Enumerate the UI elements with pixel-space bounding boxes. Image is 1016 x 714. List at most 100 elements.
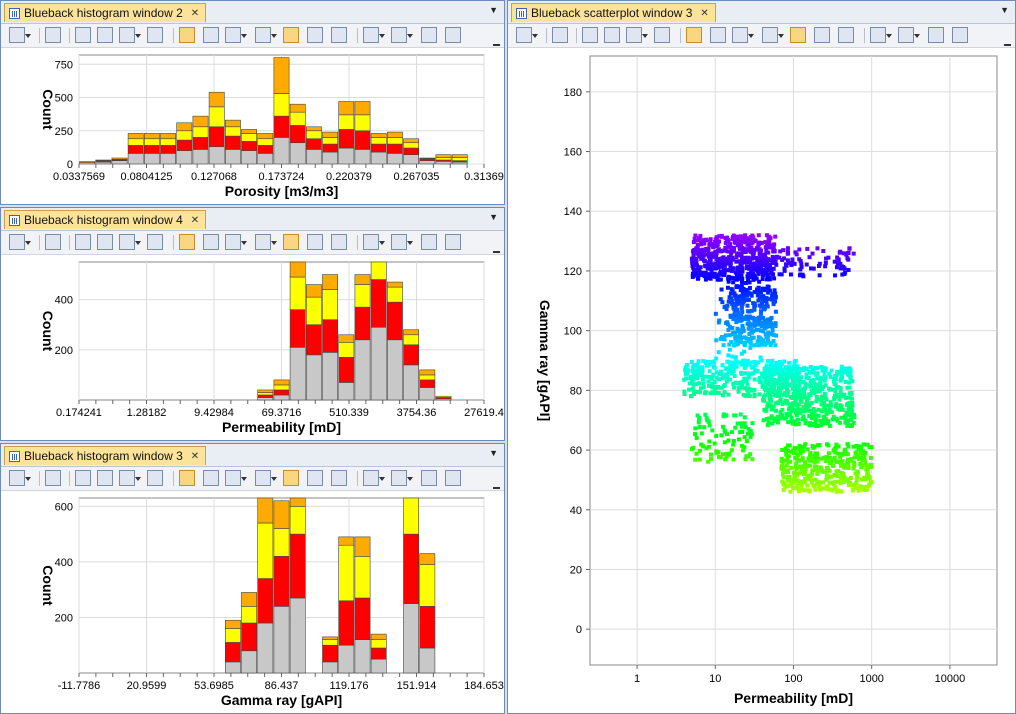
select-arrow-icon[interactable] (516, 27, 538, 43)
slider-icon[interactable] (421, 27, 437, 43)
export-icon[interactable] (445, 470, 461, 486)
view-options-icon[interactable] (119, 470, 141, 486)
line-style-icon[interactable] (225, 27, 247, 43)
select-arrow-icon[interactable] (9, 234, 31, 250)
color-table-icon[interactable] (203, 234, 219, 250)
zoom-window-icon[interactable] (582, 27, 598, 43)
scatter-point (740, 359, 745, 364)
filter-icon[interactable] (654, 27, 670, 43)
line-style-icon[interactable] (732, 27, 754, 43)
scatter-point (693, 262, 698, 267)
zoom-fit-icon[interactable] (604, 27, 620, 43)
scatter-point (836, 259, 841, 264)
scatter-point (748, 291, 753, 296)
toolbar-overflow-icon[interactable] (493, 245, 500, 253)
scatter-point (774, 333, 779, 338)
filter-icon[interactable] (147, 470, 163, 486)
scatter-options-icon[interactable] (391, 470, 413, 486)
noise-icon[interactable] (307, 470, 323, 486)
curve-icon[interactable] (838, 27, 854, 43)
export-icon[interactable] (445, 27, 461, 43)
eye-icon[interactable] (45, 234, 61, 250)
link-icon[interactable] (790, 27, 806, 43)
window-menu-dropdown-icon[interactable]: ▼ (1000, 5, 1009, 15)
line-style-icon[interactable] (225, 234, 247, 250)
toolbar-overflow-icon[interactable] (1004, 38, 1011, 46)
line-style-icon[interactable] (225, 470, 247, 486)
color-table-icon[interactable] (203, 470, 219, 486)
color-table-icon[interactable] (203, 27, 219, 43)
curve-icon[interactable] (331, 27, 347, 43)
scatter-options-icon[interactable] (898, 27, 920, 43)
window-menu-dropdown-icon[interactable]: ▼ (489, 448, 498, 458)
select-arrow-icon[interactable] (9, 27, 31, 43)
window-menu-dropdown-icon[interactable]: ▼ (489, 5, 498, 15)
grid-toggle-icon[interactable] (179, 27, 195, 43)
export-icon[interactable] (445, 234, 461, 250)
zoom-window-icon[interactable] (75, 234, 91, 250)
tab-histogram-window-4[interactable]: Blueback histogram window 4 ✕ (4, 210, 207, 229)
curve-icon[interactable] (331, 470, 347, 486)
percent-icon[interactable] (255, 234, 277, 250)
noise-icon[interactable] (814, 27, 830, 43)
window-menu-dropdown-icon[interactable]: ▼ (489, 212, 498, 222)
grid-toggle-icon[interactable] (686, 27, 702, 43)
eye-icon[interactable] (45, 27, 61, 43)
percent-icon[interactable] (762, 27, 784, 43)
close-icon[interactable]: ✕ (190, 450, 200, 462)
toolbar-overflow-icon[interactable] (493, 481, 500, 489)
slider-icon[interactable] (421, 234, 437, 250)
slider-icon[interactable] (421, 470, 437, 486)
grid-toggle-icon[interactable] (179, 470, 195, 486)
filter-icon[interactable] (147, 234, 163, 250)
scatter-point (779, 466, 784, 471)
legend-icon[interactable] (363, 470, 385, 486)
zoom-fit-icon[interactable] (97, 234, 113, 250)
zoom-fit-icon[interactable] (97, 470, 113, 486)
percent-icon[interactable] (255, 27, 277, 43)
view-options-icon[interactable] (119, 27, 141, 43)
scatter-options-icon[interactable] (391, 234, 413, 250)
percent-icon[interactable] (255, 470, 277, 486)
zoom-window-icon[interactable] (75, 470, 91, 486)
legend-icon[interactable] (870, 27, 892, 43)
tab-scatterplot-window-3[interactable]: Blueback scatterplot window 3 ✕ (511, 3, 716, 22)
eye-icon[interactable] (552, 27, 568, 43)
tab-histogram-window-2[interactable]: Blueback histogram window 2 ✕ (4, 3, 207, 22)
x-tick-label: 0.220379 (326, 171, 372, 183)
link-icon[interactable] (283, 470, 299, 486)
link-icon[interactable] (283, 27, 299, 43)
close-icon[interactable]: ✕ (190, 7, 200, 19)
filter-icon[interactable] (147, 27, 163, 43)
close-icon[interactable]: ✕ (190, 214, 200, 226)
scatter-point (730, 301, 735, 306)
color-table-icon[interactable] (710, 27, 726, 43)
grid-toggle-icon[interactable] (179, 234, 195, 250)
scatter-point (718, 271, 723, 276)
scatter-point (773, 343, 778, 348)
zoom-fit-icon[interactable] (97, 27, 113, 43)
export-icon[interactable] (952, 27, 968, 43)
scatter-options-icon[interactable] (391, 27, 413, 43)
view-options-icon[interactable] (119, 234, 141, 250)
noise-icon[interactable] (307, 234, 323, 250)
toolbar-overflow-icon[interactable] (493, 38, 500, 46)
view-options-icon[interactable] (626, 27, 648, 43)
scatter-point (747, 266, 752, 271)
legend-icon[interactable] (363, 234, 385, 250)
noise-icon[interactable] (307, 27, 323, 43)
scatter-point (833, 273, 838, 278)
eye-icon[interactable] (45, 470, 61, 486)
histogram-bar-segment (419, 379, 436, 388)
scatter-point (706, 379, 711, 384)
link-icon[interactable] (283, 234, 299, 250)
select-arrow-icon[interactable] (9, 470, 31, 486)
slider-icon[interactable] (928, 27, 944, 43)
curve-icon[interactable] (331, 234, 347, 250)
close-icon[interactable]: ✕ (700, 7, 709, 19)
scatter-point (743, 371, 748, 376)
tab-histogram-window-3[interactable]: Blueback histogram window 3 ✕ (4, 446, 207, 465)
scatter-point (766, 240, 771, 245)
zoom-window-icon[interactable] (75, 27, 91, 43)
legend-icon[interactable] (363, 27, 385, 43)
